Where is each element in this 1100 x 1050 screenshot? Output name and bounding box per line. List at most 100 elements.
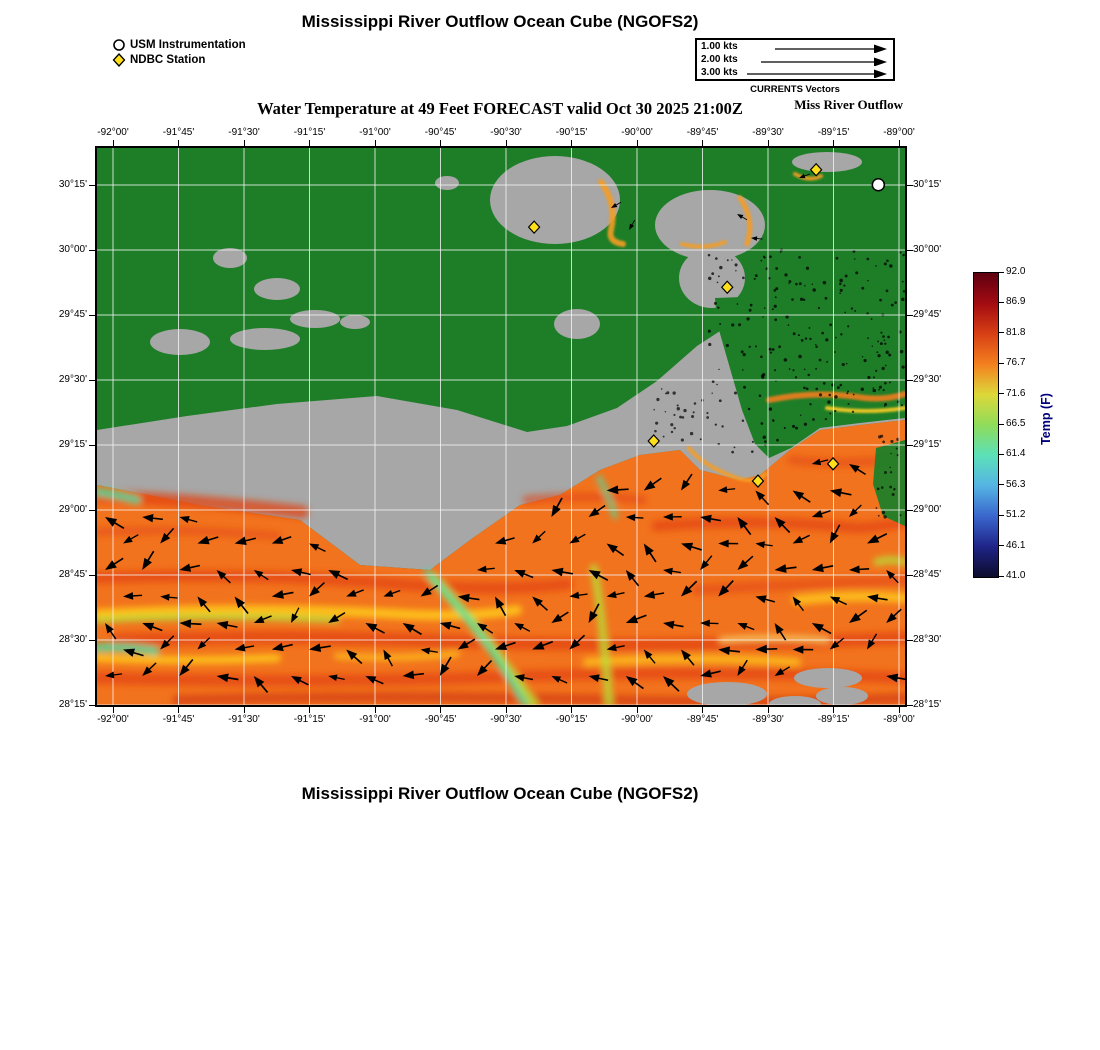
current-vectors-layer: [105, 173, 905, 693]
y-axis-tick-mark: [89, 314, 95, 316]
colorbar-tick-mark: [999, 362, 1004, 364]
y-axis-tick-label: 28°15': [913, 699, 942, 710]
colorbar-gradient: [973, 272, 999, 578]
colorbar-tick-label: 66.5: [1006, 418, 1026, 429]
y-axis-tick-label: 29°30': [58, 374, 87, 385]
y-axis-tick-mark: [89, 639, 95, 641]
x-axis-tick-label: -90°00': [621, 127, 653, 138]
colorbar-tick-label: 51.2: [1006, 509, 1026, 521]
x-axis-tick-mark: [505, 140, 507, 146]
x-axis-tick-mark: [702, 140, 703, 146]
ndbc-station-marker: [751, 474, 765, 488]
x-axis-tick-label: -91°15': [293, 127, 326, 138]
map-subtitle: Water Temperature at 49 Feet FORECAST va…: [257, 99, 743, 118]
footer-title: Mississippi River Outflow Ocean Cube (NG…: [301, 784, 699, 803]
colorbar-tick-mark: [999, 393, 1004, 395]
symbol-legend: USM Instrumentation NDBC Station: [112, 37, 246, 67]
x-axis-tick-mark: [243, 140, 245, 146]
y-axis-tick-label: 29°15': [58, 439, 87, 450]
x-axis-tick-label: -89°45': [686, 127, 719, 138]
circle-icon: [113, 38, 125, 51]
x-axis-tick-label: -90°00': [621, 714, 653, 725]
x-axis-tick-label: -89°00': [883, 127, 915, 138]
y-axis-tick-label: 29°45': [58, 309, 87, 320]
colorbar-tick-label: 61.4: [1006, 448, 1026, 460]
currents-vector-caption: CURRENTS Vectors: [750, 84, 840, 95]
y-axis-tick-label: 29°00': [58, 504, 87, 515]
y-axis-tick-mark: [89, 509, 95, 511]
y-axis-tick-label: 28°45': [913, 569, 942, 580]
x-axis-tick-label: -90°45': [424, 714, 457, 725]
y-axis-tick-mark: [89, 574, 95, 576]
x-axis-tick-mark: [374, 140, 376, 146]
colorbar-tick-mark: [999, 575, 1004, 577]
colorbar-tick-mark: [999, 423, 1004, 425]
vector-entry-1: 1.00 kts: [701, 41, 889, 53]
vector-arrow-icon: [775, 44, 887, 53]
x-axis-tick-label: -89°30': [752, 714, 784, 725]
x-axis-tick-label: -89°45': [686, 714, 719, 725]
ndbc-station-marker: [720, 280, 734, 295]
x-axis-tick-label: -90°30': [490, 127, 522, 138]
vector-entry-2: 2.00 kts: [701, 54, 889, 66]
y-axis-tick-label: 28°30': [913, 634, 942, 645]
x-axis-tick-mark: [571, 140, 572, 146]
x-axis-tick-label: -90°45': [424, 127, 457, 138]
land-mask-islands: [687, 440, 905, 705]
y-axis-tick-label: 30°15': [913, 179, 942, 190]
legend-label-usm: USM Instrumentation: [130, 38, 246, 51]
colorbar-tick-mark: [999, 514, 1004, 516]
x-axis-tick-label: -91°00': [359, 127, 391, 138]
station-markers-layer: [527, 162, 886, 488]
vector-label: 1.00 kts: [701, 41, 738, 53]
x-axis-tick-label: -91°00': [359, 714, 391, 725]
x-axis-tick-mark: [112, 140, 114, 146]
colorbar-tick-mark: [999, 332, 1004, 334]
y-axis-tick-mark: [907, 184, 913, 186]
x-axis-tick-mark: [636, 707, 638, 713]
y-axis-tick-label: 29°00': [913, 504, 942, 515]
colorbar-tick-label: 76.7: [1006, 357, 1026, 369]
y-axis-tick-label: 30°00': [58, 244, 87, 255]
y-axis-tick-label: 30°15': [58, 179, 87, 190]
x-axis-tick-mark: [833, 140, 834, 146]
y-axis-tick-label: 28°45': [58, 569, 87, 580]
marsh-speckles: [652, 248, 905, 519]
colorbar-tick-mark: [999, 271, 1004, 273]
x-axis-tick-mark: [702, 707, 703, 713]
legend-item-usm: USM Instrumentation: [112, 37, 246, 52]
colorbar-tick-mark: [999, 545, 1004, 547]
y-axis-tick-mark: [907, 314, 913, 316]
x-axis-tick-label: -92°00': [97, 714, 129, 725]
colorbar-tick-label: 46.1: [1006, 539, 1026, 551]
x-axis-tick-mark: [178, 707, 179, 713]
x-axis-tick-mark: [374, 707, 376, 713]
y-axis-tick-mark: [907, 379, 913, 381]
vector-label: 2.00 kts: [701, 54, 738, 65]
y-axis-tick-mark: [907, 444, 913, 446]
currents-vector-legend: 1.00 kts 2.00 kts 3.00 kts: [695, 38, 895, 81]
x-axis-tick-mark: [767, 707, 769, 713]
vector-entry-3: 3.00 kts: [701, 66, 889, 79]
y-axis-tick-mark: [907, 639, 913, 641]
y-axis-tick-label: 30°00': [913, 244, 942, 255]
x-axis-tick-label: -90°15': [555, 127, 588, 138]
y-axis-tick-label: 28°30': [58, 634, 87, 645]
y-axis-tick-mark: [907, 574, 913, 576]
y-axis-tick-mark: [89, 704, 95, 706]
x-axis-tick-label: -90°15': [555, 714, 588, 725]
y-axis-tick-mark: [907, 249, 913, 251]
x-axis-tick-mark: [898, 707, 900, 713]
colorbar-tick-mark: [999, 484, 1004, 486]
x-axis-tick-label: -89°30': [752, 127, 784, 138]
x-axis-tick-mark: [833, 707, 834, 713]
y-axis-tick-mark: [89, 444, 95, 446]
x-axis-tick-label: -89°00': [883, 714, 915, 725]
colorbar-tick-label: 81.8: [1006, 326, 1026, 338]
colorbar-tick-label: 92.0: [1006, 266, 1026, 277]
x-axis-tick-label: -91°30': [228, 714, 260, 725]
x-axis-tick-label: -91°45': [162, 714, 195, 725]
ndbc-station-marker: [826, 456, 840, 471]
colorbar-tick-label: 56.3: [1006, 478, 1026, 490]
